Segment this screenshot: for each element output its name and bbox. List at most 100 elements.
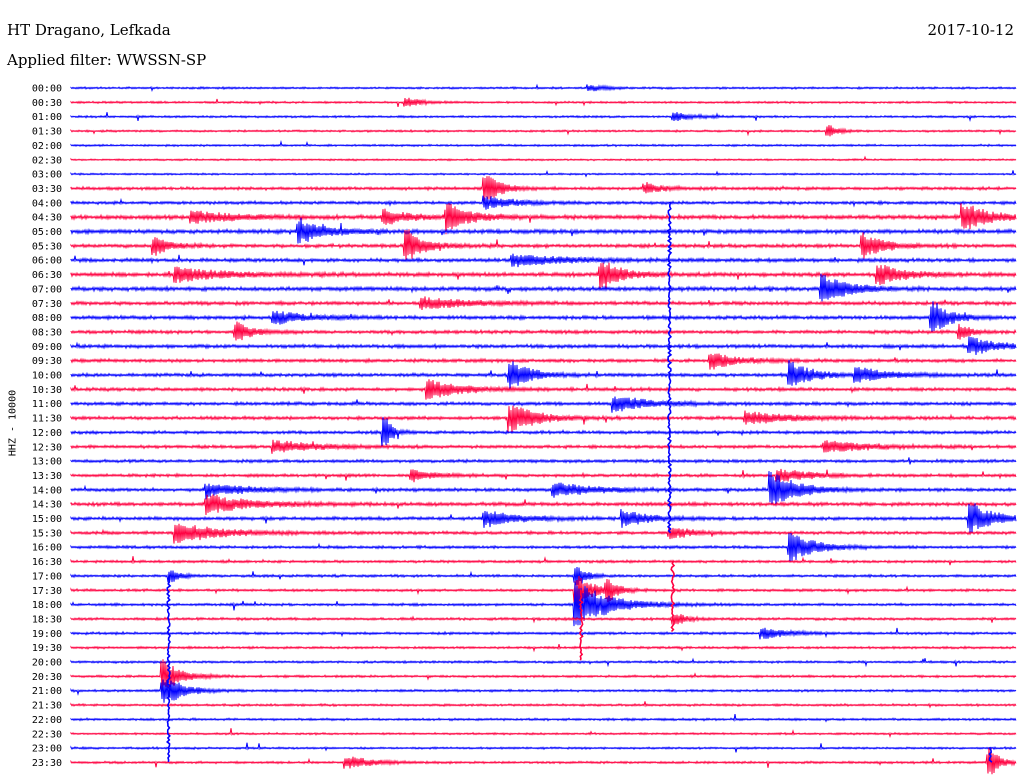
trace-row	[70, 576, 1017, 605]
trace-row	[70, 125, 1017, 137]
row-label: 21:30	[32, 701, 62, 712]
trace-row	[70, 253, 1017, 268]
row-label: 02:00	[32, 141, 62, 152]
row-label: 12:30	[32, 442, 62, 453]
trace-row	[70, 296, 1017, 311]
trace-rows	[70, 83, 1017, 775]
row-label: 04:30	[32, 213, 62, 224]
trace-row	[70, 262, 1017, 290]
row-label: 20:00	[32, 658, 62, 669]
row-label: 19:30	[32, 643, 62, 654]
trace-row	[70, 321, 1017, 341]
station-title: HT Dragano, Lefkada	[7, 21, 171, 39]
row-label: 22:30	[32, 729, 62, 740]
trace-row	[70, 140, 1017, 148]
row-label: 18:00	[32, 600, 62, 611]
event-spike	[165, 575, 172, 762]
trace-row	[70, 229, 1017, 260]
row-label: 06:30	[32, 270, 62, 281]
row-label: 12:00	[32, 428, 62, 439]
row-label: 11:30	[32, 414, 62, 425]
trace-row	[70, 643, 1017, 653]
row-label: 16:00	[32, 543, 62, 554]
trace-row	[70, 471, 1017, 507]
trace-row	[70, 627, 1017, 640]
trace-row	[70, 457, 1017, 465]
trace-row	[70, 353, 1017, 370]
trace-row	[70, 359, 1017, 390]
row-label: 10:30	[32, 385, 62, 396]
trace-row	[70, 301, 1017, 333]
trace-row	[70, 405, 1017, 433]
trace-row	[70, 523, 1017, 544]
trace-row	[70, 713, 1017, 723]
row-label: 00:00	[32, 84, 62, 95]
trace-row	[70, 273, 1017, 302]
trace-row	[70, 659, 1017, 691]
row-label: 22:00	[32, 715, 62, 726]
row-label: 02:30	[32, 155, 62, 166]
row-label: 15:30	[32, 528, 62, 539]
trace-row	[70, 728, 1017, 739]
row-labels: 00:00 00:30 01:00 01:30 02:00 02:30 03:00 03:30…	[32, 84, 62, 769]
row-label: 19:00	[32, 629, 62, 640]
row-label: 03:00	[32, 170, 62, 181]
row-label: 17:00	[32, 571, 62, 582]
trace-row	[70, 657, 1017, 668]
row-label: 14:30	[32, 500, 62, 511]
row-label: 20:30	[32, 672, 62, 683]
event-spike	[670, 560, 676, 633]
row-label: 13:00	[32, 457, 62, 468]
event-spike	[988, 747, 993, 763]
trace-row	[70, 701, 1017, 709]
trace-row	[70, 747, 1017, 775]
large-event-spikes	[165, 202, 993, 763]
row-label: 07:30	[32, 299, 62, 310]
trace-row	[70, 217, 1017, 244]
row-label: 14:00	[32, 485, 62, 496]
row-label: 18:30	[32, 614, 62, 625]
trace-row	[70, 97, 1017, 108]
row-label: 08:30	[32, 327, 62, 338]
event-spike	[666, 202, 673, 534]
trace-row	[70, 679, 1017, 703]
row-label: 01:00	[32, 112, 62, 123]
row-label: 05:00	[32, 227, 62, 238]
trace-row	[70, 494, 1017, 516]
trace-row	[70, 532, 1017, 563]
row-label: 23:30	[32, 758, 62, 769]
row-label: 17:30	[32, 586, 62, 597]
row-label: 00:30	[32, 98, 62, 109]
trace-row	[70, 742, 1017, 753]
filter-label: Applied filter: WWSSN-SP	[7, 51, 207, 69]
row-label: 04:00	[32, 198, 62, 209]
row-label: 23:00	[32, 744, 62, 755]
row-label: 07:00	[32, 284, 62, 295]
row-label: 11:00	[32, 399, 62, 410]
row-label: 08:00	[32, 313, 62, 324]
trace-row	[70, 203, 1017, 235]
row-label: 21:00	[32, 686, 62, 697]
row-label: 13:30	[32, 471, 62, 482]
trace-row	[70, 468, 1017, 483]
row-label: 05:30	[32, 241, 62, 252]
trace-row	[70, 379, 1017, 400]
trace-row	[70, 614, 1017, 625]
trace-row	[70, 112, 1017, 123]
row-label: 10:00	[32, 371, 62, 382]
trace-row	[70, 170, 1017, 178]
trace-row	[70, 503, 1017, 534]
row-label: 09:30	[32, 356, 62, 367]
trace-row	[70, 195, 1017, 210]
trace-row	[70, 582, 1017, 627]
trace-row	[70, 439, 1017, 454]
trace-row	[70, 567, 1017, 586]
trace-row	[70, 83, 1017, 92]
trace-row	[70, 396, 1017, 413]
row-label: 01:30	[32, 127, 62, 138]
row-label: 16:30	[32, 557, 62, 568]
row-label: 09:00	[32, 342, 62, 353]
row-label: 15:00	[32, 514, 62, 525]
